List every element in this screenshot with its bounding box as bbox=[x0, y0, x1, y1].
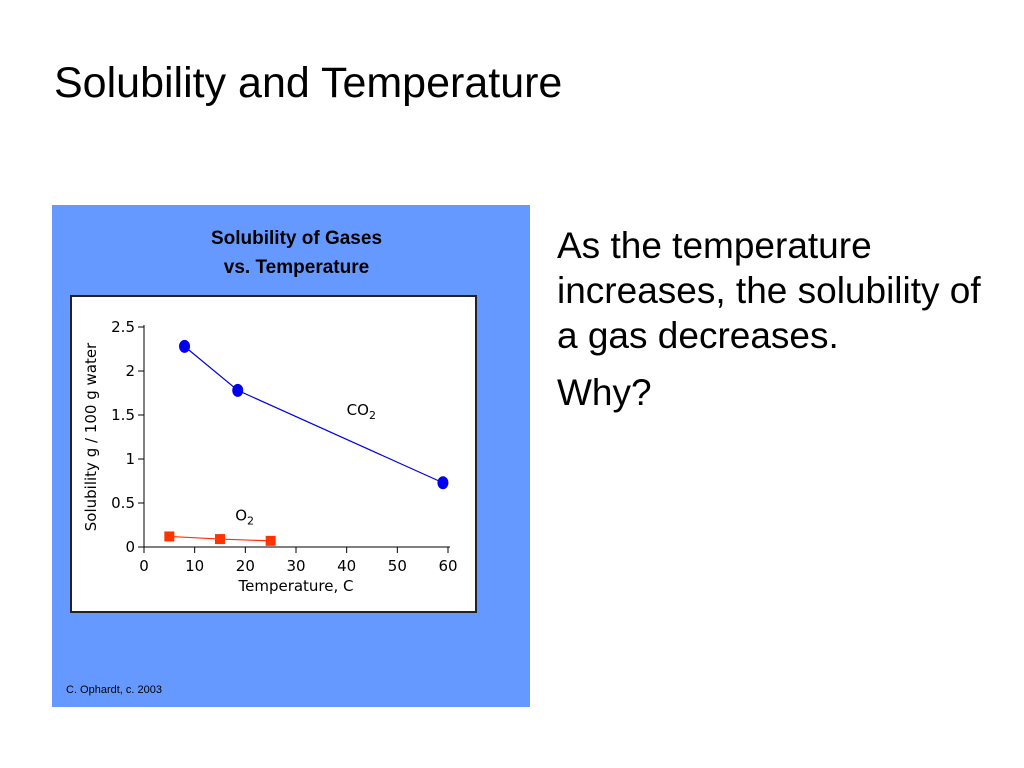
data-point bbox=[232, 383, 244, 397]
bullet-question: Why? bbox=[557, 372, 652, 413]
bullet-statement: As the temperature increases, the solubi… bbox=[557, 225, 981, 356]
series-line bbox=[184, 345, 444, 484]
series-label: O2 bbox=[235, 507, 254, 528]
data-point bbox=[437, 476, 449, 490]
data-point bbox=[215, 534, 225, 545]
y-tick-label: 0 bbox=[125, 538, 135, 556]
y-tick-label: 1.5 bbox=[111, 406, 135, 424]
solubility-chart: 0 0.5 1 1.5 2 2.5 0 10 20 30 40 50 60 Temperature, C S… bbox=[82, 318, 458, 595]
x-tick-label: 0 bbox=[139, 557, 149, 575]
plot-area: 0 0.5 1 1.5 2 2.5 0 10 20 30 40 50 60 Temperature, C S… bbox=[70, 295, 477, 613]
y-tick-label: 2 bbox=[125, 362, 135, 380]
figure-credit: C. Ophardt, c. 2003 bbox=[66, 684, 162, 696]
chart-title-line-2: vs. Temperature bbox=[223, 257, 370, 278]
x-tick-label: 40 bbox=[337, 557, 356, 575]
x-tick-label: 30 bbox=[286, 557, 305, 575]
x-tick-label: 50 bbox=[388, 557, 407, 575]
x-tick-label: 10 bbox=[185, 557, 204, 575]
slide-title: Solubility and Temperature bbox=[54, 59, 563, 107]
bullet-list: As the temperature increases, the solubi… bbox=[557, 223, 987, 427]
chart-title-line-1: Solubility of Gases bbox=[210, 228, 383, 249]
series-label: CO2 bbox=[347, 401, 376, 422]
y-tick-label: 2.5 bbox=[111, 318, 135, 336]
y-axis-label: Solubility g / 100 g water bbox=[82, 342, 100, 531]
x-tick-label: 20 bbox=[236, 557, 255, 575]
figure-panel: Solubility of Gases vs. Temperature 0 0.5… bbox=[52, 205, 530, 707]
x-axis-label: Temperature, C bbox=[237, 577, 353, 595]
y-tick-label: 0.5 bbox=[111, 494, 135, 512]
data-point bbox=[179, 339, 191, 353]
data-point bbox=[265, 535, 276, 546]
x-tick-label: 60 bbox=[438, 557, 457, 575]
chart-title: Solubility of Gases vs. Temperature bbox=[52, 224, 541, 282]
data-point bbox=[164, 531, 175, 542]
y-tick-label: 1 bbox=[125, 450, 135, 468]
